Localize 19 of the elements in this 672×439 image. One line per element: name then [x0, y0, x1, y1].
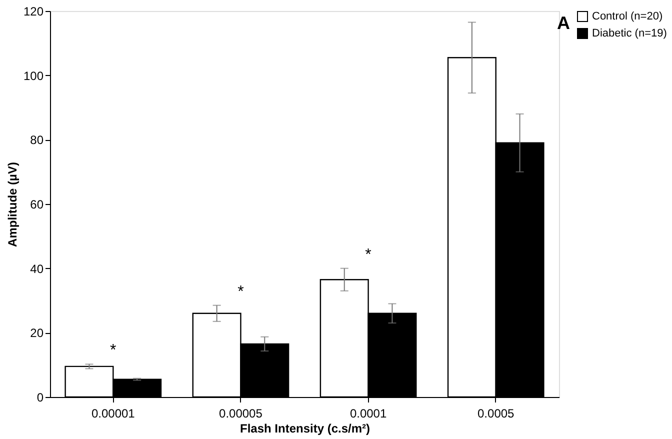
- y-axis-title: Amplitude (µV): [5, 162, 20, 247]
- y-tick-label: 20: [30, 326, 44, 340]
- x-tick-label: 0.0001: [350, 406, 387, 420]
- annotation: *: [238, 283, 244, 300]
- y-tick-label: 60: [30, 198, 44, 212]
- y-tick-label: 100: [23, 68, 44, 83]
- x-axis-title: Flash Intensity (c.s/m²): [240, 422, 370, 436]
- x-tick-label: 0.00001: [91, 406, 136, 420]
- y-tick-label: 80: [30, 133, 44, 148]
- annotation: *: [365, 246, 372, 264]
- y-tick-label: 120: [23, 4, 44, 18]
- annotation: A: [557, 13, 570, 33]
- x-tick-label: 0.00005: [219, 406, 263, 420]
- y-tick-label: 40: [30, 262, 44, 276]
- annotation: *: [110, 342, 116, 360]
- legend-label: Diabetic (n=19): [592, 28, 667, 40]
- legend-label: Control (n=20): [592, 10, 663, 22]
- y-tick-label: 0: [36, 390, 44, 404]
- x-tick-label: 0.0005: [478, 406, 515, 420]
